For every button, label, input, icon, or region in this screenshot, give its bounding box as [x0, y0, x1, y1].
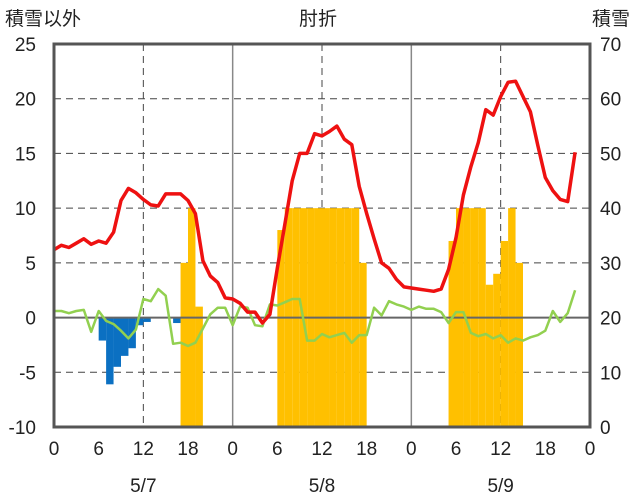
left-tick-label: 15 [15, 144, 36, 165]
left-tick-label: -5 [19, 363, 36, 384]
date-label: 5/8 [309, 476, 335, 497]
x-tick-label: 0 [227, 439, 238, 460]
green-series-line [54, 287, 577, 348]
x-tick-label: 12 [311, 439, 332, 460]
snow-bar [493, 273, 501, 427]
right-tick-label: 30 [600, 254, 621, 275]
snow-bar [485, 284, 494, 427]
right-tick-label: 70 [600, 35, 621, 56]
right-tick-label: 10 [600, 363, 621, 384]
left-tick-label: 0 [25, 309, 36, 330]
right-tick-label: 60 [600, 90, 621, 111]
snow-bar [195, 306, 203, 427]
x-tick-label: 0 [49, 439, 60, 460]
negative-bar [121, 317, 129, 356]
x-tick-label: 0 [406, 439, 417, 460]
negative-bar [143, 317, 151, 322]
x-tick-label: 12 [133, 439, 154, 460]
x-tick-label: 0 [585, 439, 596, 460]
negative-bars [98, 317, 181, 385]
x-tick-label: 18 [356, 439, 377, 460]
right-axis-title: 積雪 [592, 8, 630, 30]
right-tick-label: 50 [600, 144, 621, 165]
date-label: 5/7 [130, 476, 156, 497]
left-tick-label: 25 [15, 35, 36, 56]
right-tick-label: 20 [600, 309, 621, 330]
snow-bar [500, 240, 509, 427]
right-tick-label: 0 [600, 418, 611, 439]
snow-bar [277, 230, 285, 427]
x-tick-label: 6 [93, 439, 104, 460]
x-tick-label: 12 [490, 439, 511, 460]
x-axis-ticks: 0 6 12 18 0 6 12 18 0 6 12 18 0 [49, 439, 596, 460]
series-lines [53, 79, 577, 348]
right-tick-label: 40 [600, 199, 621, 220]
x-tick-label: 6 [451, 439, 462, 460]
x-tick-label: 18 [177, 439, 198, 460]
negative-bar [135, 317, 144, 326]
negative-bar [98, 317, 107, 341]
chart-title: 肘折 [299, 8, 337, 30]
left-axis-title: 積雪以外 [5, 8, 81, 30]
x-tick-label: 18 [535, 439, 556, 460]
negative-bar [113, 317, 121, 367]
snow-bar [448, 240, 456, 427]
negative-bar [173, 317, 181, 324]
left-axis-ticks: 25 20 15 10 5 0 -5 -10 [9, 35, 36, 439]
left-tick-label: -10 [9, 418, 36, 439]
red-series-line [53, 79, 577, 325]
date-label: 5/9 [487, 476, 513, 497]
plot-border [52, 42, 592, 429]
left-tick-label: 20 [15, 90, 36, 111]
left-tick-label: 10 [15, 199, 36, 220]
x-tick-label: 6 [272, 439, 283, 460]
snow-bar [515, 262, 523, 427]
right-axis-ticks: 70 60 50 40 30 20 10 0 [600, 35, 621, 439]
left-tick-label: 5 [25, 254, 36, 275]
date-labels: 5/7 5/8 5/9 [130, 476, 514, 497]
negative-bar [106, 317, 114, 385]
plot-frame [52, 42, 592, 429]
snow-bar [359, 262, 367, 427]
